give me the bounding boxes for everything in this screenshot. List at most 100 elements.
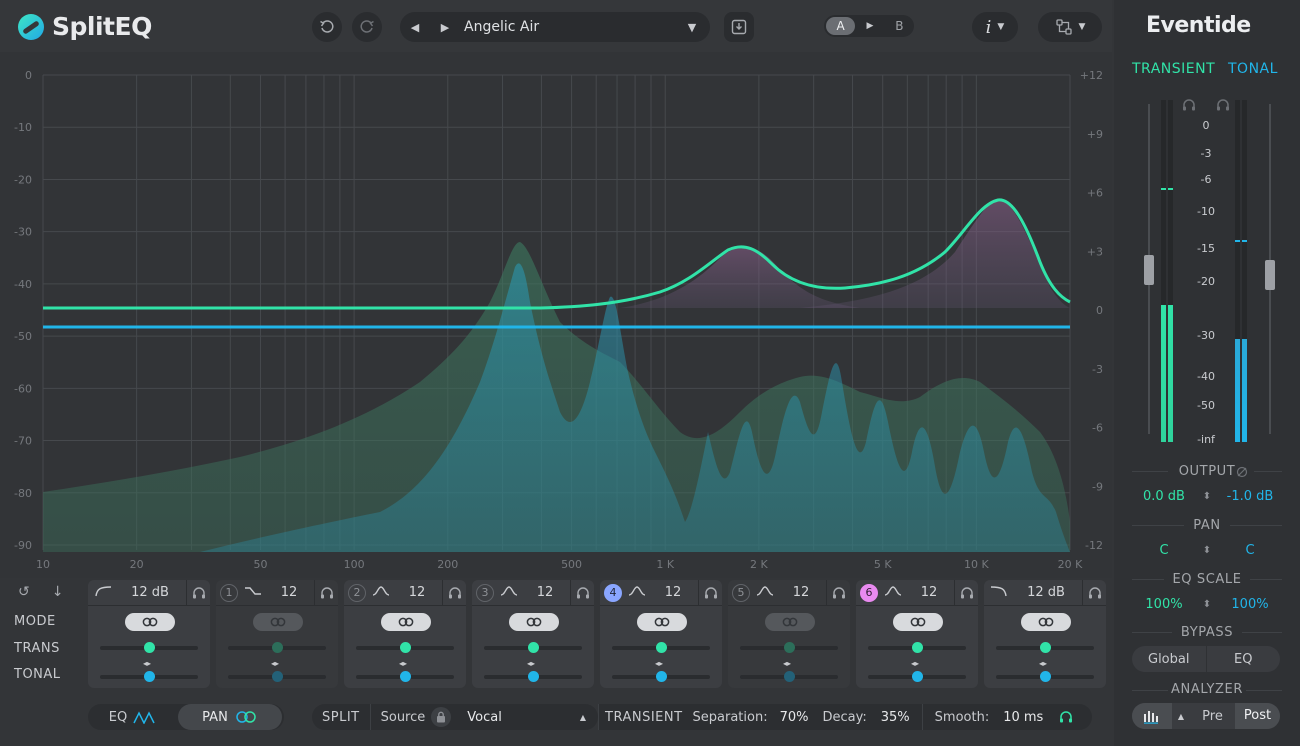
pan-tonal-value[interactable]: C [1245,543,1255,558]
eqscale-transient-value[interactable]: 100% [1145,597,1183,612]
band-number[interactable]: 2 [348,583,366,602]
eq-display[interactable]: 0 -10 -20 -30 -40 -50 -60 -70 -80 -90 +12 +9 +6 +3 0 -3… [0,52,1112,578]
bell-icon[interactable] [882,585,904,600]
band-trans-handle[interactable] [272,642,283,653]
analyzer-pre-button[interactable]: Pre [1202,708,1223,724]
eq-view-button[interactable]: EQ [88,704,178,730]
band-trans-handle[interactable] [784,642,795,653]
eqscale-tonal-value[interactable]: 100% [1231,597,1269,612]
band-solo-headphones-icon[interactable] [570,579,594,606]
tonal-output-fader[interactable] [1265,260,1275,290]
pan-transient-value[interactable]: C [1159,543,1169,558]
band-solo-headphones-icon[interactable] [442,579,466,606]
decay-control[interactable]: Decay: 35% [819,704,922,730]
decay-value[interactable]: 35% [880,709,910,725]
band-mode-link-button[interactable] [381,613,431,631]
source-select[interactable]: Vocal ▲ [457,704,598,730]
band-slope[interactable]: 12 dB [131,585,169,600]
routing-button[interactable]: ▼ [1038,12,1102,42]
band-number[interactable]: 1 [220,583,238,602]
preset-dropdown-icon[interactable]: ▼ [687,20,697,34]
band-slope[interactable]: 12 dB [1027,585,1065,600]
band-3[interactable]: 3 12 ◂▸ [472,579,594,688]
bypass-eq-button[interactable]: EQ [1234,651,1253,667]
band-trans-slider[interactable] [100,642,198,653]
analyzer-dropdown-icon[interactable]: ▲ [1177,711,1185,721]
phase-invert-icon[interactable] [1236,466,1248,478]
band-mode-link-button[interactable] [637,613,687,631]
band-tonal-handle[interactable] [400,671,411,682]
band-solo-headphones-icon[interactable] [186,579,210,606]
band-link-arrows-icon[interactable]: ◂▸ [783,659,792,668]
band-solo-headphones-icon[interactable] [1082,579,1106,606]
band-solo-headphones-icon[interactable] [314,579,338,606]
band-tonal-handle[interactable] [912,671,923,682]
band-7[interactable]: 12 dB ◂▸ [984,579,1106,688]
a-slot-button[interactable]: A [826,17,856,35]
band-number[interactable]: 6 [860,583,878,602]
band-tonal-slider[interactable] [740,671,838,682]
preset-selector[interactable]: ◀ ▶ Angelic Air ▼ [400,12,710,42]
copy-ab-icon[interactable]: ▶ [866,21,874,31]
low-shelf-icon[interactable] [242,585,264,600]
band-mode-link-button[interactable] [509,613,559,631]
band-trans-slider[interactable] [612,642,710,653]
band-number[interactable]: 3 [476,583,494,602]
band-trans-handle[interactable] [912,642,923,653]
tonal-solo-icon[interactable] [1216,98,1230,112]
pan-swap-icon[interactable]: ⬍ [1202,545,1212,556]
band-trans-handle[interactable] [400,642,411,653]
band-trans-slider[interactable] [484,642,582,653]
band-5[interactable]: 5 12 ◂▸ [728,579,850,688]
low-cut-icon[interactable] [92,585,114,600]
bell-icon[interactable] [626,585,648,600]
reset-bands-icon[interactable]: ↺ [18,584,30,600]
band-solo-headphones-icon[interactable] [954,579,978,606]
band-slope[interactable]: 12 [792,585,810,600]
source-lock-button[interactable] [431,707,452,727]
band-mode-link-button[interactable] [253,613,303,631]
band-number[interactable]: 4 [604,583,622,602]
band-solo-headphones-icon[interactable] [826,579,850,606]
prev-preset-icon[interactable]: ◀ [410,20,420,34]
analyzer-toggle-button[interactable] [1132,703,1172,729]
band-link-arrows-icon[interactable]: ◂▸ [527,659,536,668]
band-trans-handle[interactable] [144,642,155,653]
pan-view-button[interactable]: PAN [178,704,282,730]
band-slope[interactable]: 12 [664,585,682,600]
band-mode-link-button[interactable] [125,613,175,631]
bypass-global-button[interactable]: Global [1148,651,1190,667]
bell-icon[interactable] [370,585,392,600]
collapse-strip-icon[interactable]: ↓ [51,584,64,600]
analyzer-post-button[interactable]: Post [1235,703,1280,729]
bell-icon[interactable] [498,585,520,600]
band-0[interactable]: 12 dB ◂▸ [88,579,210,688]
band-tonal-handle[interactable] [144,671,155,682]
undo-button[interactable] [312,12,342,42]
bell-icon[interactable] [754,585,776,600]
band-tonal-slider[interactable] [228,671,326,682]
band-trans-slider[interactable] [868,642,966,653]
band-tonal-slider[interactable] [356,671,454,682]
band-mode-link-button[interactable] [1021,613,1071,631]
band-link-arrows-icon[interactable]: ◂▸ [143,659,152,668]
band-6[interactable]: 6 12 ◂▸ [856,579,978,688]
high-cut-icon[interactable] [988,585,1010,600]
b-slot-button[interactable]: B [895,19,904,33]
transient-output-fader[interactable] [1144,255,1154,285]
band-trans-slider[interactable] [228,642,326,653]
band-slope[interactable]: 12 [280,585,298,600]
band-trans-handle[interactable] [1040,642,1051,653]
band-link-arrows-icon[interactable]: ◂▸ [655,659,664,668]
band-solo-headphones-icon[interactable] [698,579,722,606]
band-2[interactable]: 2 12 ◂▸ [344,579,466,688]
transient-solo-icon[interactable] [1182,98,1196,112]
band-slope[interactable]: 12 [536,585,554,600]
save-preset-button[interactable] [724,12,754,42]
band-tonal-slider[interactable] [100,671,198,682]
band-tonal-slider[interactable] [484,671,582,682]
band-trans-handle[interactable] [656,642,667,653]
smooth-value[interactable]: 10 ms [1003,709,1044,725]
band-tonal-handle[interactable] [272,671,283,682]
output-transient-value[interactable]: 0.0 dB [1143,489,1185,504]
